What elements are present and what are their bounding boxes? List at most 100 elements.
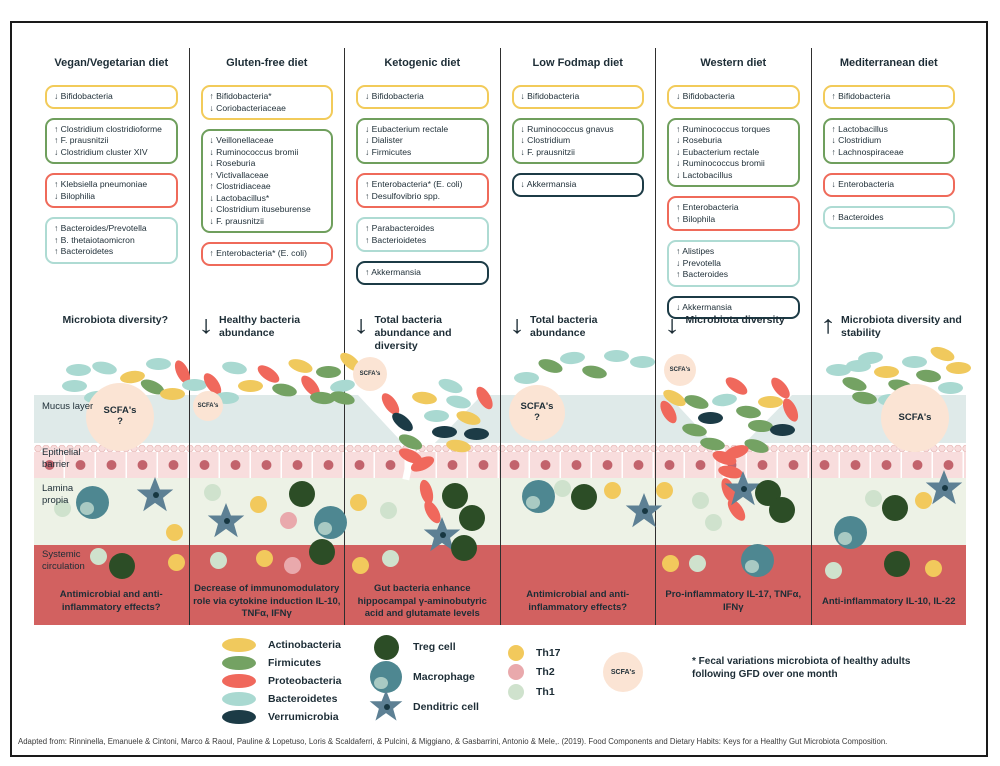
layer-label-epithelial: Epithelial barrier (42, 447, 81, 470)
bacteroidetes-pill-icon (604, 350, 629, 362)
firmicutes-pill-icon (840, 374, 869, 394)
dendritic-cell-icon (136, 477, 174, 512)
scfa-circle: SCFA's (881, 384, 949, 452)
actinobacteria-pill-icon (454, 408, 483, 428)
bacteria-item: ↑ Bacterioidetes (365, 234, 427, 245)
treg-cell-icon (442, 483, 468, 509)
bacteria-item: ↑ Bacteroides (831, 211, 884, 222)
diet-columns: Vegan/Vegetarian diet ↓ Bifidobacteria ↑ C… (34, 48, 966, 625)
treg-cell-icon (459, 505, 485, 531)
column-title: Gluten-free diet (226, 57, 308, 69)
bacteria-box-yellow: ↓ Bifidobacteria (511, 85, 644, 109)
bacteroidetes-pill-icon (146, 358, 171, 370)
bacteroidetes-pill-icon (221, 359, 248, 377)
legend-label: Macrophage (413, 671, 475, 683)
bacteria-box-green: ↑ Ruminococcus torques ↓ Roseburia ↓ Eubac… (667, 117, 800, 188)
actinobacteria-pill-icon (238, 380, 263, 392)
bacteria-box-red: ↑ Enterobacteria ↑ Bilophila (667, 196, 800, 232)
th17-cell-icon (351, 556, 369, 574)
bacteria-item: ↓ Bifidobacteria (365, 91, 424, 101)
bacteroidetes-pill-icon (445, 393, 472, 411)
legend-item: Th17 (508, 643, 561, 663)
column-title: Mediterranean diet (839, 57, 938, 69)
bacteria-box-teal: ↑ Bacteroides (822, 205, 955, 230)
bacteria-item: ↑ Alistipes (676, 246, 715, 257)
treg-cell-icon (373, 634, 399, 660)
bacteria-item: ↑ Victivallaceae (209, 169, 269, 180)
legend-label: Th1 (536, 685, 555, 698)
bacteria-box-yellow: ↓ Bifidobacteria (356, 85, 489, 109)
firmicutes-pill-icon (735, 404, 762, 420)
bacteria-item: ↑ Lachnospiraceae (831, 146, 904, 157)
th17-cell-icon (914, 491, 932, 509)
diversity-statement: ↑ Microbiota diversity and stability (820, 313, 965, 340)
scfa-question-mark: ? (117, 416, 123, 427)
bacteria-item: ↓ Bifidobacteria (676, 91, 735, 101)
legend-cells: Treg cell Macrophage Denditric cell (366, 632, 479, 722)
bacteria-item: ↓ Roseburia (676, 135, 722, 146)
actinobacteria-pill-icon (946, 362, 971, 374)
diversity-text: Healthy bacteria abundance (219, 314, 301, 340)
bacteria-item: ↓ Roseburia (209, 158, 256, 169)
th1-cell-icon (691, 491, 709, 509)
bacteria-item: ↓ Eubacterium rectale (365, 123, 449, 134)
diversity-statement: ↓ Total bacteria abundance (509, 313, 654, 340)
bacteria-boxes: ↓ Bifidobacteria ↑ Clostridium clostridio… (45, 85, 178, 264)
firmicutes-pill-icon (682, 392, 711, 412)
bacteroidetes-pill-icon (630, 356, 655, 368)
column-title: Low Fodmap diet (532, 57, 623, 69)
scfa-label: SCFA's (197, 402, 219, 409)
bacteria-box-yellow: ↓ Bifidobacteria (667, 85, 800, 109)
scfa-circle: SCFA's (353, 357, 387, 391)
diversity-text: Microbiota diversity? (62, 314, 169, 326)
actinobacteria-pill-icon (160, 388, 185, 400)
bacteria-item: ↑ Klebsiella pneumoniae (54, 179, 148, 190)
th1-cell-icon (824, 561, 842, 579)
treg-cell-icon (882, 495, 908, 521)
treg-cell-icon (451, 535, 477, 561)
bacteria-box-teal: ↑ Alistipes ↓ Prevotella ↑ Bacteroides (667, 240, 800, 287)
verrumicrobia-pill-icon (464, 428, 489, 440)
bacteria-item: ↓ Bilophilia (54, 190, 96, 201)
diversity-text: Total bacteria abundance (530, 314, 598, 340)
diet-column-4: Low Fodmap diet ↓ Bifidobacteria ↓ Ruminoc… (501, 48, 656, 625)
diversity-text: Total bacteria abundance and diversity (374, 314, 452, 353)
legend-label: Verrumicrobia (268, 711, 339, 723)
legend-item: Treg cell (366, 632, 479, 662)
legend-th-cells: Th17 Th2 Th1 (508, 643, 561, 702)
th2-cell-icon (283, 556, 301, 574)
th1-cell-icon (864, 489, 882, 507)
proteobacteria-pill-icon (222, 674, 256, 688)
th1-cell-icon (704, 513, 722, 531)
bacteria-box-teal: ↑ Bacteroides/Prevotella ↑ B. thetaiotaom… (45, 217, 178, 264)
firmicutes-pill-icon (328, 388, 357, 408)
diversity-statement: ↓ Healthy bacteria abundance (198, 313, 343, 340)
legend-item: Actinobacteria (222, 636, 342, 654)
actinobacteria-pill-icon (874, 366, 899, 378)
firmicutes-pill-icon (271, 381, 298, 399)
layer-label-systemic: Systemic circulation (42, 549, 85, 572)
actinobacteria-pill-icon (928, 344, 957, 364)
legend-item: Th2 (508, 663, 561, 683)
bacteroidetes-pill-icon (938, 382, 963, 394)
actinobacteria-pill-icon (411, 390, 438, 406)
scfa-circle: SCFA's? (509, 385, 565, 441)
bacteria-box-yellow: ↑ Bifidobacteria* ↓ Coriobacteriaceae (200, 85, 333, 121)
legend-label: Denditric cell (413, 701, 479, 713)
bacteria-box-green: ↓ Veillonellaceae ↓ Ruminococcus bromii ↓ … (200, 129, 333, 234)
treg-cell-icon (769, 497, 795, 523)
th1-cell-icon (379, 501, 397, 519)
bacteria-box-navy: ↓ Akkermansia (511, 173, 644, 197)
th17-cell-icon (603, 481, 621, 499)
th17-cell-icon (924, 559, 942, 577)
bacteria-item: ↑ F. prausnitzii (54, 135, 109, 146)
legend-label: Th2 (536, 666, 555, 679)
bacteria-box-navy: ↓ Akkermansia (667, 295, 800, 320)
proteobacteria-pill-icon (717, 463, 744, 481)
legend-label: Proteobacteria (268, 675, 342, 687)
th1-cell-icon (381, 549, 399, 567)
diet-column-3: Ketogenic diet ↓ Bifidobacteria ↓ Eubacter… (345, 48, 501, 625)
actinobacteria-pill-icon (286, 356, 315, 376)
